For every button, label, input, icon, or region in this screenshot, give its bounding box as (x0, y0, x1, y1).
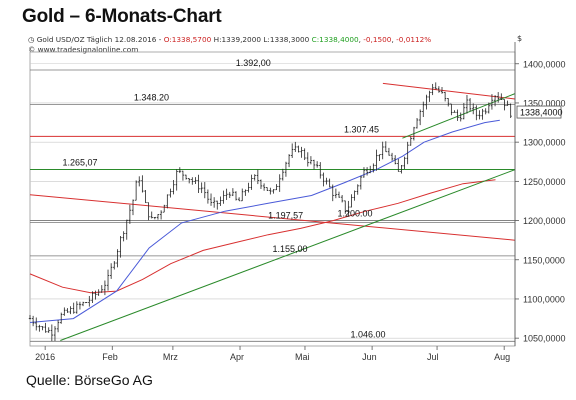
grid-layer (29, 51, 516, 347)
trend-line-support (60, 169, 516, 341)
x-tick-label: Mrz (163, 352, 178, 362)
x-tick-label: Mai (295, 352, 310, 362)
quote-date: 12.08.2016 (114, 35, 157, 44)
y-tick-label: 1050,0000 (523, 334, 566, 344)
source-caption: Quelle: BörseGo AG (26, 372, 153, 388)
moving-average-blue (29, 119, 500, 323)
candle-layer (28, 82, 512, 342)
plot-frame (29, 51, 516, 347)
high-value: H:1339,2000 (213, 35, 261, 44)
trend-line-upper (382, 82, 516, 100)
downtrend-line (29, 194, 516, 241)
moving-average-red (29, 179, 496, 294)
level-label: 1.046.00 (350, 329, 385, 339)
chart-title: Gold – 6-Monats-Chart (22, 6, 222, 27)
clock-icon: ◷ (28, 35, 35, 44)
y-tick-label: 1400,0000 (523, 59, 566, 69)
axis-layer: 1400,0000 1350,0000 1300,0000 1250,0000 1200… (35, 42, 566, 362)
level-label: 1.392,00 (236, 58, 271, 68)
last-price-box (516, 105, 562, 119)
line-layer (29, 69, 516, 342)
x-tick-label: Apr (230, 352, 244, 362)
level-label: 1.348.20 (134, 92, 169, 102)
x-tick-label: Jul (427, 352, 439, 362)
y-tick-label: 1150,0000 (523, 255, 565, 265)
source-url[interactable]: © www.tradesignalonline.com (28, 45, 139, 54)
x-tick-label: Feb (102, 352, 118, 362)
last-price-label: 1338,4000 (520, 108, 563, 118)
level-label: 1.200.00 (337, 209, 372, 219)
instrument-name: Gold USD/OZ Täglich (36, 35, 113, 44)
x-tick-label: Jun (362, 352, 377, 362)
y-tick-label: 1350,0000 (523, 98, 566, 108)
label-layer: 1.392,00 1.348.20 1.307.45 1.265,07 1.200.00… (62, 58, 385, 339)
change-value: -0,1500 (363, 35, 392, 44)
y-tick-label: 1300,0000 (523, 138, 566, 148)
level-label: 1.265,07 (62, 158, 97, 168)
y-tick-label: 1100,0000 (523, 294, 565, 304)
trend-line-lower (402, 93, 516, 139)
x-tick-label: 2016 (35, 352, 55, 362)
x-tick-label: Aug (494, 352, 510, 362)
level-label: 1.197,57 (268, 210, 303, 220)
currency-symbol: $ (517, 34, 523, 43)
level-label: 1.307.45 (344, 124, 379, 134)
close-value: C:1338,4000 (311, 35, 359, 44)
low-value: L:1338,3000 (263, 35, 310, 44)
y-tick-label: 1200,0000 (523, 216, 566, 226)
y-tick-label: 1250,0000 (523, 177, 566, 187)
change-pct-value: -0,0112% (396, 35, 432, 44)
open-value: O:1338,5700 (163, 35, 212, 44)
level-label: 1.155,00 (273, 244, 308, 254)
instrument-info-line: ◷ Gold USD/OZ Täglich 12.08.2016 - O:133… (28, 35, 432, 44)
